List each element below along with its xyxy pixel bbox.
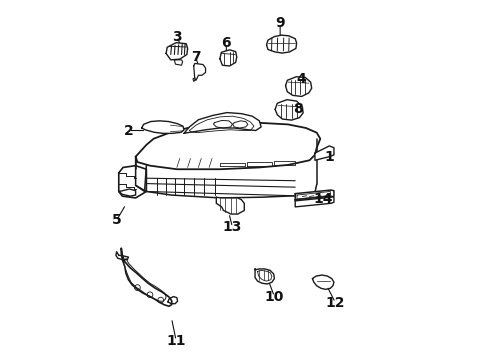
Text: 8: 8 bbox=[293, 102, 303, 116]
Text: 3: 3 bbox=[172, 30, 182, 44]
Polygon shape bbox=[119, 166, 147, 198]
Polygon shape bbox=[194, 63, 205, 80]
Text: 6: 6 bbox=[221, 36, 231, 50]
Polygon shape bbox=[275, 100, 303, 120]
Polygon shape bbox=[136, 123, 320, 169]
Polygon shape bbox=[220, 50, 237, 66]
Polygon shape bbox=[295, 196, 334, 207]
Text: 14: 14 bbox=[314, 192, 333, 206]
Polygon shape bbox=[184, 113, 261, 134]
Polygon shape bbox=[136, 169, 317, 198]
Text: 7: 7 bbox=[191, 50, 200, 64]
Text: 10: 10 bbox=[265, 289, 284, 303]
Text: 4: 4 bbox=[297, 72, 307, 86]
Text: 5: 5 bbox=[112, 213, 122, 227]
Text: 2: 2 bbox=[123, 123, 133, 138]
Text: 9: 9 bbox=[275, 16, 285, 30]
Polygon shape bbox=[286, 77, 312, 96]
Polygon shape bbox=[122, 248, 172, 306]
Text: 11: 11 bbox=[167, 334, 186, 348]
Polygon shape bbox=[295, 190, 334, 201]
Polygon shape bbox=[315, 146, 334, 160]
Polygon shape bbox=[267, 35, 296, 53]
Polygon shape bbox=[166, 42, 188, 60]
Polygon shape bbox=[142, 121, 184, 134]
Text: 1: 1 bbox=[324, 150, 334, 164]
Text: 13: 13 bbox=[223, 220, 242, 234]
Polygon shape bbox=[216, 197, 245, 214]
Polygon shape bbox=[255, 269, 274, 284]
Text: 12: 12 bbox=[326, 296, 345, 310]
